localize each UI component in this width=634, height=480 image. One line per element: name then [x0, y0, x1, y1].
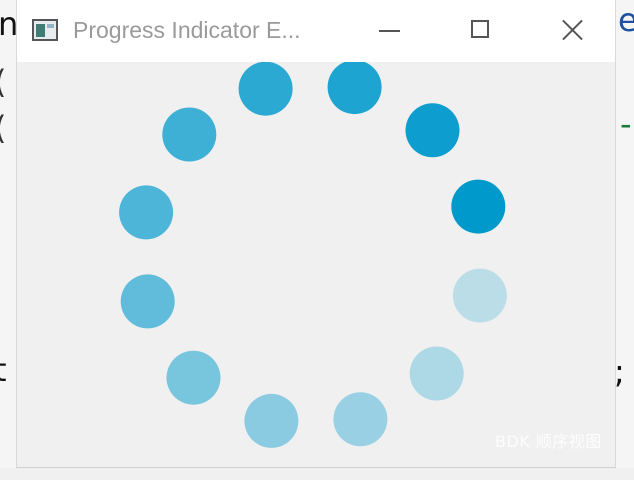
background-text: e — [618, 1, 634, 39]
progress-dot — [452, 268, 507, 323]
maximize-button[interactable] — [457, 10, 503, 50]
progress-dot — [333, 392, 388, 447]
progress-dot — [327, 62, 382, 115]
progress-dot — [409, 346, 464, 401]
title-bar[interactable]: Progress Indicator E... — [17, 0, 615, 62]
window-title: Progress Indicator E... — [73, 17, 301, 43]
progress-dot — [451, 179, 506, 234]
background-editor-right — [616, 0, 634, 480]
progress-dot — [405, 103, 460, 158]
background-editor-left — [0, 0, 16, 480]
background-editor-bottom — [0, 468, 634, 480]
background-text: ( — [0, 66, 6, 98]
minimize-button[interactable] — [365, 10, 411, 50]
progress-dot — [166, 350, 221, 405]
app-window-icon[interactable] — [32, 19, 58, 41]
watermark-text: BDK 顺序视图 — [495, 432, 602, 451]
progress-dot — [244, 393, 299, 448]
background-text: n — [0, 5, 19, 43]
app-window: Progress Indicator E... BDK 顺序视图 — [16, 0, 616, 468]
progress-dot — [119, 185, 174, 240]
background-text: - — [620, 105, 632, 143]
background-text: ; — [614, 353, 625, 391]
background-text: t — [0, 351, 7, 389]
progress-indicator — [119, 62, 507, 448]
progress-dot — [162, 107, 217, 162]
progress-dot — [120, 274, 175, 329]
close-button[interactable] — [549, 10, 595, 50]
progress-dot — [238, 62, 293, 116]
client-area: BDK 顺序视图 — [17, 62, 615, 467]
background-text: ( — [0, 112, 6, 144]
